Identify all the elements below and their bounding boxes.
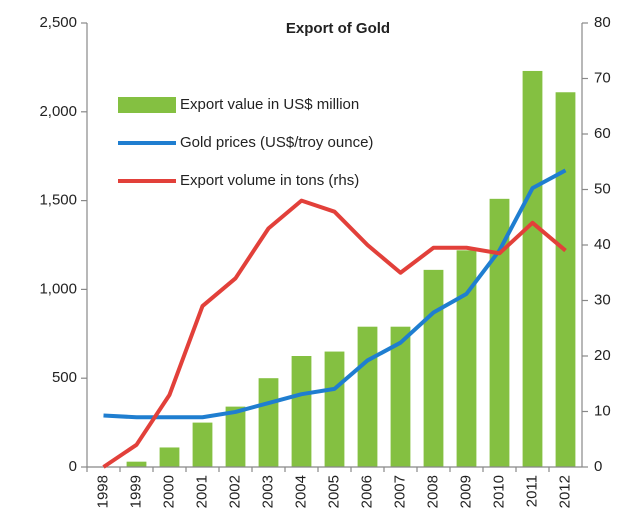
bar [159,447,180,467]
x-tick-label: 2011 [523,475,540,507]
x-tick-label: 2007 [391,475,408,508]
legend-swatch [118,97,176,113]
y-tick-label: 500 [52,369,77,386]
line-series [102,198,567,469]
y2-tick-label: 0 [594,458,602,475]
x-tick-label: 1998 [94,475,111,508]
bar [324,351,345,467]
chart-title: Export of Gold [286,20,390,37]
y2-tick-label: 10 [594,402,611,419]
y-tick-label: 0 [69,458,77,475]
y-tick-label: 1,000 [39,280,77,297]
y2-tick-label: 20 [594,347,611,364]
bar [522,70,543,468]
x-tick-label: 2002 [226,475,243,508]
bar [192,422,213,467]
y2-tick-label: 70 [594,69,611,86]
x-tick-label: 1999 [127,475,144,508]
y-tick-label: 1,500 [39,192,77,209]
bar [225,406,246,467]
y2-tick-label: 80 [594,14,611,31]
x-tick-label: 2008 [424,475,441,508]
y2-tick-label: 60 [594,125,611,142]
x-tick-label: 2004 [292,475,309,508]
bar [390,326,411,467]
y-tick-label: 2,000 [39,103,77,120]
legend-label: Gold prices (US$/troy ounce) [180,134,373,151]
y2-tick-label: 30 [594,291,611,308]
bar [423,269,444,467]
bar [258,378,279,467]
legend-label: Export value in US$ million [180,96,359,113]
line-series [103,168,567,420]
bar [456,250,477,467]
legend-label: Export volume in tons (rhs) [180,172,359,189]
bar [489,198,510,467]
x-tick-label: 2009 [457,475,474,508]
x-tick-label: 2006 [358,475,375,508]
y2-tick-label: 50 [594,180,611,197]
bar [291,356,312,467]
x-tick-label: 2001 [193,475,210,508]
x-tick-label: 2003 [259,475,276,508]
y-tick-label: 2,500 [39,14,77,31]
x-tick-label: 2012 [556,475,573,508]
x-tick-label: 2005 [325,475,342,508]
bar [555,92,576,467]
y2-tick-label: 40 [594,236,611,253]
x-tick-label: 2010 [490,475,507,508]
bar [126,461,147,467]
bar [357,326,378,467]
x-tick-label: 2000 [160,475,177,508]
